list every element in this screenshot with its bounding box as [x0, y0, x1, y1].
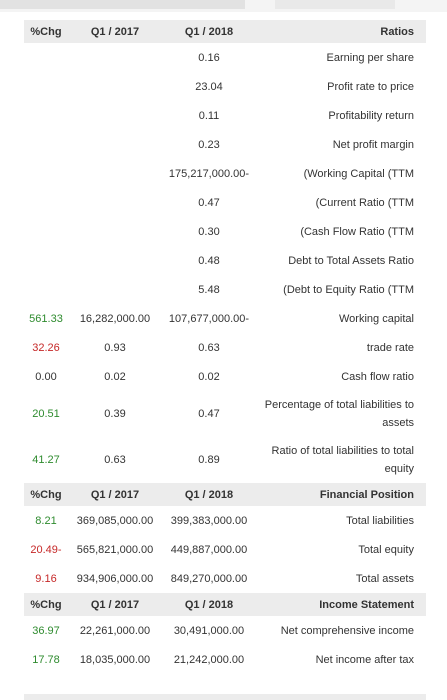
- table-row: 41.27 0.63 0.89 Ratio of total liabilities …: [24, 437, 426, 483]
- q1-2018: 107,677,000.00-: [168, 312, 250, 325]
- table-row: 0.48 Debt to Total Assets Ratio: [24, 246, 426, 275]
- section-header: %Chg Q1 / 2017 Q1 / 2018 Income Statement: [24, 593, 426, 616]
- header-q1-2018: Q1 / 2018: [184, 25, 234, 38]
- change: 8.21: [35, 514, 57, 527]
- header-change: %Chg: [30, 598, 62, 611]
- q1-2018: 30,491,000.00: [173, 624, 245, 637]
- change: 20.49-: [30, 543, 62, 556]
- table-row: 20.51 0.39 0.47 Percentage of total liabili…: [24, 391, 426, 437]
- table-row: 5.48 (Debt to Equity Ratio (TTM: [24, 275, 426, 304]
- label: Profit rate to price: [327, 80, 414, 93]
- change: 20.51: [32, 408, 60, 420]
- q1-2018: 0.48: [198, 254, 220, 267]
- q1-2018: 0.89: [198, 454, 220, 466]
- q1-2018: 23.04: [195, 80, 223, 93]
- label: Profitability return: [328, 109, 414, 122]
- q1-2018: 0.02: [198, 370, 220, 383]
- q1-2017: 934,906,000.00: [76, 572, 154, 585]
- q1-2017: 18,035,000.00: [79, 653, 151, 666]
- table-row: 0.47 (Current Ratio (TTM: [24, 188, 426, 217]
- label: Percentage of total liabilities to asset…: [264, 399, 414, 429]
- q1-2018: 21,242,000.00: [173, 653, 245, 666]
- table-row: 17.78 18,035,000.00 21,242,000.00 Net incom…: [24, 645, 426, 674]
- change: 36.97: [32, 624, 60, 637]
- q1-2018: 0.30: [198, 225, 220, 238]
- top-tab: [275, 0, 395, 9]
- change: 41.27: [32, 454, 60, 466]
- table-row: 0.30 (Cash Flow Ratio (TTM: [24, 217, 426, 246]
- q1-2017: 22,261,000.00: [79, 624, 151, 637]
- q1-2017: 0.02: [104, 370, 126, 383]
- q1-2018: 399,383,000.00: [170, 514, 248, 527]
- label: trade rate: [366, 341, 414, 354]
- q1-2018: 5.48: [198, 283, 220, 296]
- label: Total assets: [355, 572, 414, 585]
- label: Net income after tax: [315, 653, 414, 666]
- label: (Debt to Equity Ratio (TTM: [283, 283, 414, 296]
- table-row: 0.23 Net profit margin: [24, 130, 426, 159]
- table-row: 175,217,000.00- (Working Capital (TTM: [24, 159, 426, 188]
- q1-2017: 565,821,000.00: [76, 543, 154, 556]
- table-row: 8.21 369,085,000.00 399,383,000.00 Total li…: [24, 506, 426, 535]
- header-q1-2017: Q1 / 2017: [90, 25, 140, 38]
- table-row: 9.16 934,906,000.00 849,270,000.00 Total as…: [24, 564, 426, 593]
- header-q1-2017: Q1 / 2017: [90, 488, 140, 501]
- label: Total liabilities: [346, 514, 414, 527]
- header-title: Ratios: [380, 25, 414, 38]
- header-title: Financial Position: [319, 488, 414, 501]
- label: (Working Capital (TTM: [303, 167, 414, 180]
- q1-2018: 0.63: [198, 341, 220, 354]
- table-row: 36.97 22,261,000.00 30,491,000.00 Net compr…: [24, 616, 426, 645]
- q1-2018: 0.47: [198, 196, 220, 209]
- cut-header: [24, 694, 426, 700]
- header-q1-2018: Q1 / 2018: [184, 598, 234, 611]
- label: Net comprehensive income: [280, 624, 414, 637]
- table: %Chg Q1 / 2017 Q1 / 2018 Ratios 0.16 Earning …: [24, 20, 426, 674]
- change: 17.78: [32, 653, 60, 666]
- section-header: %Chg Q1 / 2017 Q1 / 2018 Financial Position: [24, 483, 426, 506]
- q1-2018: 175,217,000.00-: [168, 167, 250, 180]
- change: 561.33: [29, 312, 63, 325]
- table-row: 561.33 16,282,000.00 107,677,000.00- Workin…: [24, 304, 426, 333]
- table-row: 0.16 Earning per share: [24, 43, 426, 72]
- header-change: %Chg: [30, 25, 62, 38]
- label: Working capital: [339, 312, 414, 325]
- q1-2017: 369,085,000.00: [76, 514, 154, 527]
- q1-2018: 0.11: [198, 109, 220, 122]
- header-title: Income Statement: [319, 598, 414, 611]
- header-q1-2017: Q1 / 2017: [90, 598, 140, 611]
- label: Earning per share: [326, 51, 414, 64]
- table-row: 23.04 Profit rate to price: [24, 72, 426, 101]
- q1-2017: 0.93: [104, 341, 126, 354]
- label: (Cash Flow Ratio (TTM: [300, 225, 414, 238]
- header-q1-2018: Q1 / 2018: [184, 488, 234, 501]
- q1-2018: 0.16: [198, 51, 220, 64]
- q1-2018: 449,887,000.00: [170, 543, 248, 556]
- label: Net profit margin: [332, 138, 414, 151]
- label: (Current Ratio (TTM: [315, 196, 414, 209]
- change: 0.00: [35, 370, 57, 383]
- label: Cash flow ratio: [341, 370, 414, 383]
- q1-2018: 849,270,000.00: [170, 572, 248, 585]
- change: 32.26: [32, 341, 60, 354]
- change: 9.16: [35, 572, 57, 585]
- label: Debt to Total Assets Ratio: [288, 254, 414, 267]
- q1-2017: 16,282,000.00: [79, 312, 151, 325]
- q1-2017: 0.39: [104, 408, 126, 420]
- label: Ratio of total liabilities to total equi…: [271, 445, 414, 475]
- table-row: 0.11 Profitability return: [24, 101, 426, 130]
- top-tab: [0, 0, 245, 9]
- q1-2017: 0.63: [104, 454, 126, 466]
- q1-2018: 0.23: [198, 138, 220, 151]
- q1-2018: 0.47: [198, 408, 220, 420]
- label: Total equity: [358, 543, 414, 556]
- table-row: 20.49- 565,821,000.00 449,887,000.00 Total …: [24, 535, 426, 564]
- header-change: %Chg: [30, 488, 62, 501]
- table-row: 32.26 0.93 0.63 trade rate: [24, 333, 426, 362]
- section-header: %Chg Q1 / 2017 Q1 / 2018 Ratios: [24, 20, 426, 43]
- table-row: 0.00 0.02 0.02 Cash flow ratio: [24, 362, 426, 391]
